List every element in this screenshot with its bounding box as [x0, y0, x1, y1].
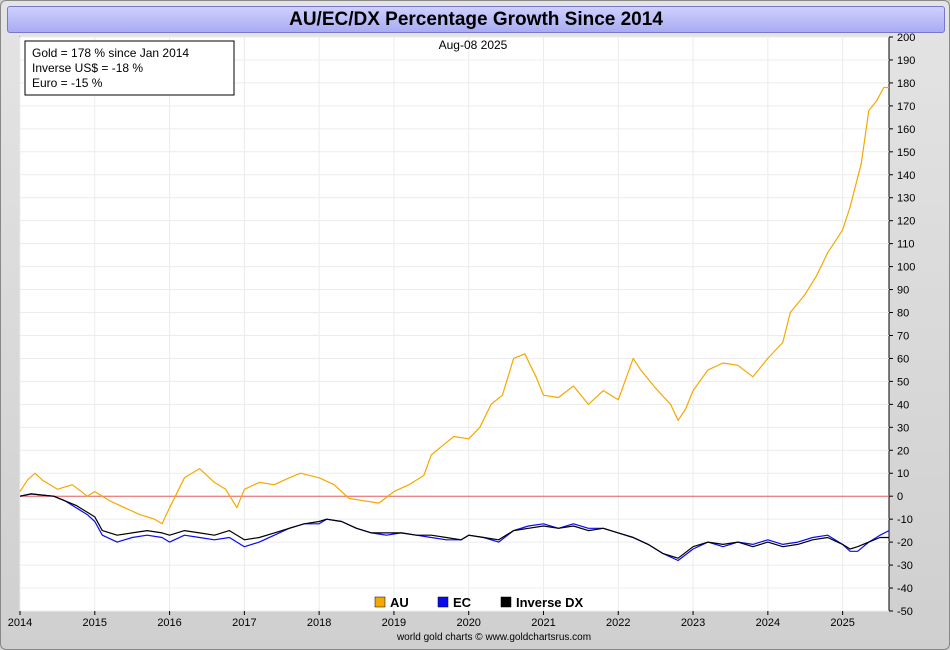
series-line-au: [19, 86, 889, 525]
x-tick-label: 2014: [8, 617, 32, 629]
x-tick-label: 2020: [456, 617, 480, 629]
y-tick-label: 0: [897, 491, 903, 503]
x-tick-label: 2021: [531, 617, 555, 629]
y-tick-label: -40: [897, 583, 913, 595]
info-gold: Gold = 178 % since Jan 2014: [32, 46, 189, 60]
y-tick-label: 170: [897, 101, 915, 113]
series-layer: [19, 86, 890, 562]
y-tick-label: 50: [897, 376, 909, 388]
legend-swatch-ec: [437, 596, 449, 608]
y-tick-label: 160: [897, 124, 915, 136]
y-tick-label: 200: [897, 32, 915, 44]
y-tick-label: 90: [897, 285, 909, 297]
y-tick-label: 10: [897, 468, 909, 480]
series-line-ec: [19, 493, 890, 562]
y-tick-label: -50: [897, 606, 913, 618]
date-label: Aug-08 2025: [439, 38, 508, 52]
x-tick-label: 2019: [382, 617, 406, 629]
legend-label-au: AU: [390, 595, 409, 610]
legend-swatch-au: [374, 596, 386, 608]
x-tick-label: 2024: [756, 617, 780, 629]
y-tick-label: 40: [897, 399, 909, 411]
y-axis: -50 -40 -30 -20 -10 0 10 20 30 40 50 60 70 80 90 100 110…: [889, 32, 915, 618]
y-tick-label: 60: [897, 353, 909, 365]
x-tick-label: 2017: [232, 617, 256, 629]
info-box: [24, 40, 235, 96]
y-tick-label: 120: [897, 216, 915, 228]
legend-label-ec: EC: [453, 595, 472, 610]
y-tick-label: -10: [897, 514, 913, 526]
y-tick-label: 100: [897, 262, 915, 274]
y-tick-label: 150: [897, 147, 915, 159]
x-tick-label: 2022: [606, 617, 630, 629]
y-tick-label: 190: [897, 55, 915, 67]
chart-title: AU/EC/DX Percentage Growth Since 2014: [7, 6, 945, 33]
y-tick-label: 180: [897, 78, 915, 90]
y-tick-label: 80: [897, 308, 909, 320]
y-tick-label: 30: [897, 422, 909, 434]
y-tick-label: 140: [897, 170, 915, 182]
x-tick-label: 2016: [157, 617, 181, 629]
legend-label-dx: Inverse DX: [516, 595, 584, 610]
series-line-inverse-dx: [19, 493, 889, 559]
plot-area: [19, 36, 890, 612]
legend: AU EC Inverse DX: [374, 595, 584, 610]
y-tick-label: -20: [897, 537, 913, 549]
legend-swatch-dx: [500, 596, 512, 608]
x-tick-label: 2018: [307, 617, 331, 629]
y-tick-label: 70: [897, 330, 909, 342]
x-tick-label: 2023: [681, 617, 705, 629]
x-axis: 2014 2015 2016 2017 2018 2019 2020 2021 2022 2023…: [8, 611, 855, 629]
y-tick-label: -30: [897, 560, 913, 572]
y-tick-label: 130: [897, 193, 915, 205]
y-tick-label: 110: [897, 239, 915, 251]
y-tick-label: 20: [897, 445, 909, 457]
info-inverse-usd: Inverse US$ = -18 %: [32, 61, 143, 75]
info-euro: Euro = -15 %: [32, 76, 103, 90]
x-tick-label: 2015: [83, 617, 107, 629]
credit-text: world gold charts © www.goldchartsrus.co…: [396, 632, 591, 643]
x-tick-label: 2025: [830, 617, 854, 629]
